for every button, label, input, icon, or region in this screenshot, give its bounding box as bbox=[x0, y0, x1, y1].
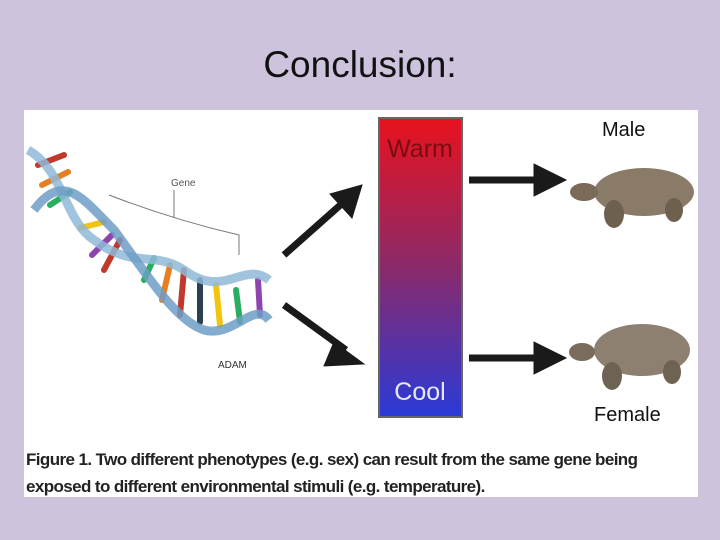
head bbox=[569, 343, 595, 361]
gene-label: Gene bbox=[171, 178, 196, 189]
caption-line: exposed to different environmental stimu… bbox=[26, 477, 485, 496]
gene-bracket bbox=[108, 194, 240, 255]
head bbox=[570, 183, 598, 201]
credit-label: ADAM bbox=[218, 360, 247, 371]
shell bbox=[594, 324, 690, 376]
turtle-male bbox=[570, 168, 694, 228]
temperature-bar bbox=[378, 117, 463, 418]
slide-title: Conclusion: bbox=[263, 44, 457, 85]
figure-drawing: Gene ADAM Warm Cool bbox=[25, 117, 694, 418]
cool-label: Cool bbox=[394, 378, 445, 406]
dna-helix: Gene ADAM bbox=[25, 146, 273, 371]
helix-strand bbox=[25, 146, 272, 286]
arrow bbox=[281, 197, 349, 258]
helix-strand bbox=[30, 186, 273, 336]
leg bbox=[604, 200, 624, 228]
warm-label: Warm bbox=[387, 135, 453, 163]
leg bbox=[663, 360, 681, 384]
arrow-head bbox=[329, 184, 363, 219]
arrow bbox=[281, 302, 349, 353]
base-pair bbox=[213, 282, 223, 328]
arrow-head bbox=[533, 163, 568, 197]
male-label: Male bbox=[602, 119, 646, 141]
arrow-head bbox=[323, 341, 366, 367]
arrow-head bbox=[533, 341, 568, 375]
base-pair bbox=[233, 287, 243, 325]
leg bbox=[665, 198, 683, 222]
turtle-female bbox=[569, 324, 690, 390]
caption-line: Figure 1. Two different phenotypes (e.g.… bbox=[26, 450, 638, 469]
female-label: Female bbox=[594, 404, 661, 426]
figure-caption: Figure 1. Two different phenotypes (e.g.… bbox=[26, 446, 638, 500]
figure: Gene ADAM Warm Cool bbox=[24, 110, 698, 497]
leg bbox=[602, 362, 622, 390]
arrows bbox=[281, 163, 568, 375]
base-pair bbox=[255, 277, 263, 318]
base-pair bbox=[177, 267, 187, 318]
